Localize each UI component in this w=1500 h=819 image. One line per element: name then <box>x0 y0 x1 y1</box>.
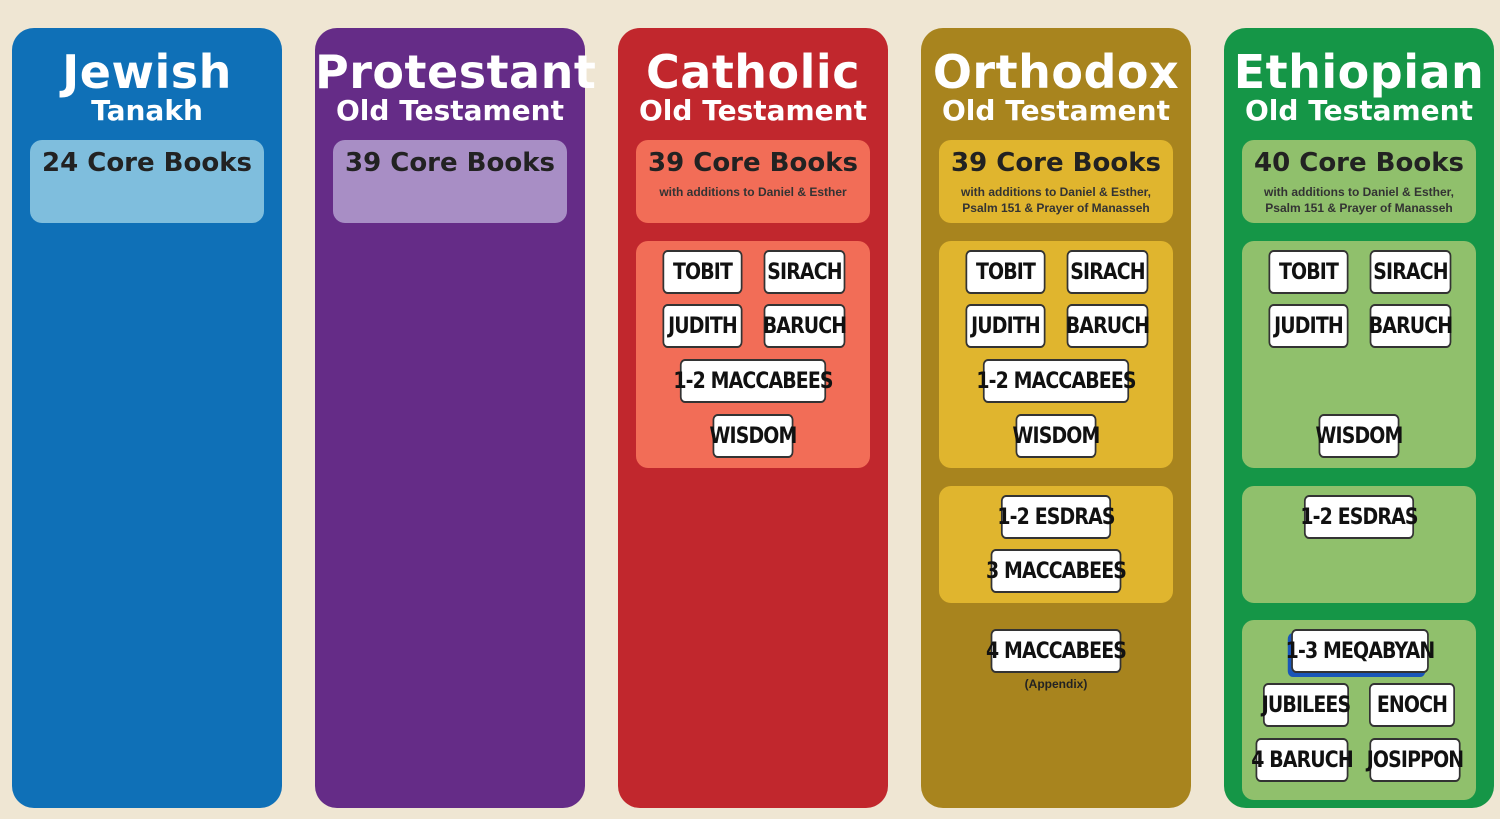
core-books-label: 24 Core Books <box>42 148 252 178</box>
unique-books-panel: 1-3 MEQABYAN JUBILEES ENOCH 4 BARUCH JOS… <box>1242 620 1476 800</box>
column-title: Catholic <box>646 45 860 99</box>
book-sirach: SIRACH <box>763 250 846 294</box>
book-1-2-maccabees: 1-2 MACCABEES <box>976 359 1137 403</box>
column-orthodox: Orthodox Old Testament 39 Core Books wit… <box>921 28 1191 808</box>
book-sirach: SIRACH <box>1066 250 1149 294</box>
column-title: Protestant <box>315 45 597 99</box>
core-books-box: 40 Core Books with additions to Daniel &… <box>1242 140 1476 223</box>
book-tobit: TOBIT <box>1268 250 1349 294</box>
book-tobit: TOBIT <box>965 250 1046 294</box>
column-subtitle: Tanakh <box>91 94 203 127</box>
book-1-3-meqabyan: 1-3 MEQABYAN <box>1286 629 1435 673</box>
column-ethiopian: Ethiopian Old Testament 40 Core Books wi… <box>1224 28 1494 808</box>
book-1-2-esdras: 1-2 ESDRAS <box>1300 495 1419 539</box>
core-books-note: with additions to Daniel & Esther, Psalm… <box>960 185 1152 215</box>
core-books-box: 39 Core Books with additions to Daniel &… <box>939 140 1173 223</box>
core-books-note: with additions to Daniel & Esther <box>659 185 847 199</box>
book-baruch: BARUCH <box>763 304 847 348</box>
core-books-label: 39 Core Books <box>345 148 555 178</box>
column-jewish: Jewish Tanakh 24 Core Books <box>12 28 282 808</box>
column-title: Ethiopian <box>1233 45 1485 99</box>
appendix-label: (Appendix) <box>1024 677 1088 691</box>
book-jubilees: JUBILEES <box>1262 683 1351 727</box>
column-title: Jewish <box>62 45 232 99</box>
book-4-maccabees: 4 MACCABEES <box>986 629 1127 673</box>
book-1-2-esdras: 1-2 ESDRAS <box>997 495 1116 539</box>
deuterocanon-panel: TOBIT SIRACH JUDITH BARUCH 1-2 MACCABEES… <box>939 241 1173 468</box>
column-subtitle: Old Testament <box>336 94 564 127</box>
core-books-box: 39 Core Books with additions to Daniel &… <box>636 140 870 223</box>
core-books-box: 24 Core Books <box>30 140 264 223</box>
book-wisdom: WISDOM <box>710 414 797 458</box>
column-subtitle: Old Testament <box>942 94 1170 127</box>
book-sirach: SIRACH <box>1369 250 1452 294</box>
book-wisdom: WISDOM <box>1013 414 1100 458</box>
book-judith: JUDITH <box>965 304 1046 348</box>
column-subtitle: Old Testament <box>1245 94 1473 127</box>
core-books-label: 39 Core Books <box>951 148 1161 178</box>
book-baruch: BARUCH <box>1066 304 1150 348</box>
deuterocanon-panel: TOBIT SIRACH JUDITH BARUCH WISDOM <box>1242 241 1476 468</box>
core-books-label: 39 Core Books <box>648 148 858 178</box>
book-3-maccabees: 3 MACCABEES <box>986 549 1127 593</box>
column-protestant: Protestant Old Testament 39 Core Books <box>315 28 597 808</box>
book-wisdom: WISDOM <box>1316 414 1403 458</box>
additional-books-panel: 1-2 ESDRAS 3 MACCABEES <box>939 486 1173 603</box>
book-4-baruch: 4 BARUCH <box>1251 738 1354 782</box>
book-tobit: TOBIT <box>662 250 743 294</box>
column-subtitle: Old Testament <box>639 94 867 127</box>
book-enoch: ENOCH <box>1369 683 1455 727</box>
book-baruch: BARUCH <box>1369 304 1453 348</box>
additional-books-panel: 1-2 ESDRAS <box>1242 486 1476 603</box>
book-josippon: JOSIPPON <box>1367 738 1464 782</box>
column-title: Orthodox <box>932 45 1180 99</box>
core-books-label: 40 Core Books <box>1254 148 1464 178</box>
column-catholic: Catholic Old Testament 39 Core Books wit… <box>618 28 888 808</box>
book-judith: JUDITH <box>662 304 743 348</box>
deuterocanon-panel: TOBIT SIRACH JUDITH BARUCH 1-2 MACCABEES… <box>636 241 870 468</box>
book-judith: JUDITH <box>1268 304 1349 348</box>
core-books-note: with additions to Daniel & Esther, Psalm… <box>1263 185 1455 215</box>
book-1-2-maccabees: 1-2 MACCABEES <box>673 359 834 403</box>
core-books-box: 39 Core Books <box>333 140 567 223</box>
